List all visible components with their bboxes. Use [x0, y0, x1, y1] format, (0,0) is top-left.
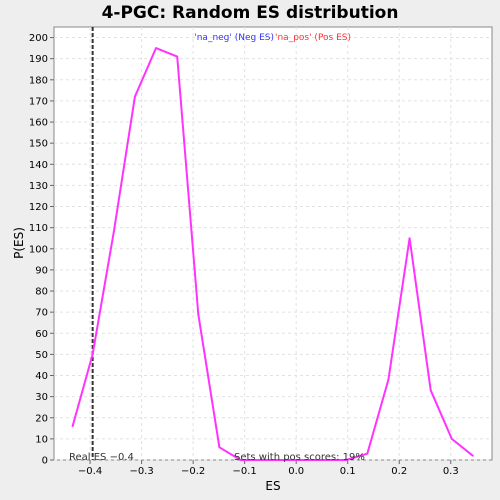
y-tick-label: 150: [29, 139, 48, 150]
plot-area: [53, 26, 493, 461]
chart-title: 4-PGC: Random ES distribution: [102, 3, 399, 23]
y-tick-label: 100: [29, 244, 48, 255]
data-point: [155, 47, 157, 50]
data-point: [112, 230, 115, 233]
data-point: [472, 454, 474, 457]
data-point: [429, 389, 432, 392]
data-point: [303, 459, 305, 461]
y-tick-label: 160: [29, 118, 48, 129]
legend-neg-es: 'na_neg' (Neg ES): [194, 33, 274, 43]
x-tick-label: −0.2: [181, 466, 205, 477]
y-axis: 0 10 20 30 40 50 60 70 80 90 100 110 120 130 140 150 160…: [29, 33, 54, 467]
x-tick-label: −0.1: [233, 466, 257, 477]
y-tick-label: 70: [35, 308, 48, 319]
data-point: [71, 425, 74, 428]
data-point: [91, 353, 94, 356]
y-axis-title: P(ES): [12, 227, 26, 259]
data-point: [387, 378, 390, 381]
y-tick-label: 10: [35, 434, 48, 445]
series-line: [71, 47, 474, 461]
y-tick-label: 90: [35, 265, 48, 276]
x-tick-label: 0.0: [288, 466, 304, 477]
y-tick-label: 130: [29, 181, 48, 192]
x-tick-label: −0.4: [78, 466, 102, 477]
data-point: [345, 459, 348, 461]
y-tick-label: 120: [29, 202, 48, 213]
x-axis-title: ES: [265, 479, 280, 493]
real-es-label: Real ES −0.4: [69, 452, 134, 463]
y-tick-label: 20: [35, 413, 48, 424]
x-tick-label: 0.1: [340, 466, 356, 477]
series-layer: [71, 47, 474, 461]
data-point: [366, 452, 369, 455]
legend-pos-es: 'na_pos' (Pos ES): [275, 33, 351, 43]
x-tick-label: 0.3: [443, 466, 459, 477]
y-tick-label: 60: [35, 329, 48, 340]
y-tick-label: 140: [29, 160, 48, 171]
data-point: [281, 459, 284, 461]
y-tick-label: 40: [35, 371, 48, 382]
y-tick-label: 180: [29, 75, 48, 86]
pos-scores-label: Sets with pos scores: 19%: [234, 452, 365, 463]
y-tick-label: 110: [29, 223, 48, 234]
x-axis: −0.4 −0.3 −0.2 −0.1 0.0 0.1 0.2 0.3: [78, 460, 459, 477]
y-tick-label: 170: [29, 96, 48, 107]
data-point: [239, 459, 242, 461]
data-point: [134, 95, 136, 98]
y-tick-label: 0: [42, 456, 48, 467]
x-tick-label: 0.2: [391, 466, 407, 477]
data-point: [176, 55, 179, 58]
data-point: [324, 459, 326, 461]
x-tick-label: −0.3: [129, 466, 153, 477]
data-point: [218, 446, 221, 449]
y-tick-label: 80: [35, 287, 48, 298]
data-point: [197, 313, 200, 316]
data-point: [408, 237, 411, 240]
data-point: [260, 459, 263, 461]
y-tick-label: 200: [29, 33, 48, 44]
y-tick-label: 30: [35, 392, 48, 403]
y-tick-label: 50: [35, 350, 48, 361]
data-point: [450, 437, 453, 440]
y-tick-label: 190: [29, 54, 48, 65]
